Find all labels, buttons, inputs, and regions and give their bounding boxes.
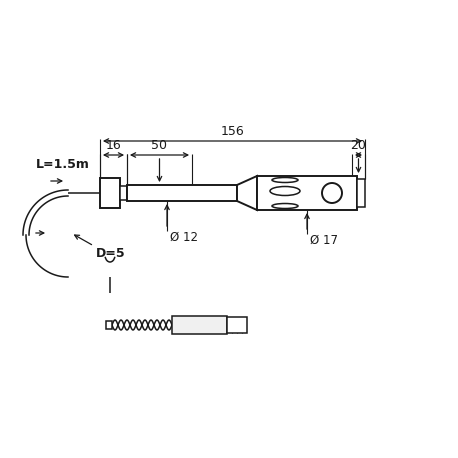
Text: D=5: D=5 (96, 247, 125, 260)
Text: 16: 16 (106, 139, 121, 152)
Bar (227, 317, 247, 333)
Text: Ø 17: Ø 17 (310, 234, 338, 247)
Bar (257, 176, 357, 210)
Bar (100, 178, 120, 208)
Text: 50: 50 (152, 139, 168, 152)
Text: 20: 20 (350, 139, 366, 152)
Polygon shape (237, 176, 257, 210)
Bar (120, 186, 127, 200)
Bar (106, 321, 112, 329)
Bar (357, 179, 365, 207)
Text: Ø 12: Ø 12 (170, 231, 198, 244)
Bar (127, 185, 237, 201)
Ellipse shape (272, 203, 298, 208)
Bar (172, 316, 227, 334)
Ellipse shape (272, 178, 298, 182)
Circle shape (322, 183, 342, 203)
Ellipse shape (270, 186, 300, 196)
Text: 156: 156 (221, 125, 245, 138)
Text: L=1.5m: L=1.5m (36, 158, 90, 171)
